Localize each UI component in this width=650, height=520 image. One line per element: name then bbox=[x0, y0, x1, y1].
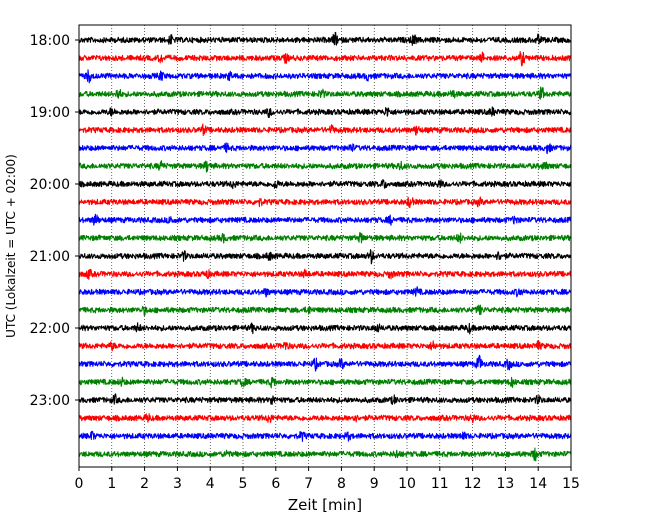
plot-frame bbox=[78, 24, 572, 468]
x-tick-label: 13 bbox=[496, 476, 514, 492]
trace-2130 bbox=[79, 286, 571, 298]
trace-1945 bbox=[79, 160, 571, 173]
x-tick-label: 15 bbox=[562, 476, 580, 492]
x-tick-label: 0 bbox=[75, 476, 84, 492]
trace-2045 bbox=[79, 231, 571, 244]
trace-1800 bbox=[79, 31, 571, 46]
trace-2100 bbox=[79, 249, 571, 265]
x-tick-label: 3 bbox=[173, 476, 182, 492]
x-tick-label: 8 bbox=[337, 476, 346, 492]
trace-2345 bbox=[79, 447, 571, 462]
trace-2015 bbox=[79, 196, 571, 209]
x-tick-label: 10 bbox=[398, 476, 416, 492]
trace-1915 bbox=[79, 123, 571, 136]
trace-2330 bbox=[79, 430, 571, 442]
x-axis-label: Zeit [min] bbox=[288, 496, 362, 514]
trace-2215 bbox=[79, 339, 571, 352]
x-tick-label: 5 bbox=[239, 476, 248, 492]
trace-2245 bbox=[79, 376, 571, 389]
trace-1845 bbox=[79, 86, 571, 100]
trace-1830 bbox=[79, 69, 571, 84]
y-tick-label: 21:00 bbox=[30, 249, 70, 265]
trace-1815 bbox=[79, 50, 571, 67]
y-axis-ticks: 18:00 19:00 20:00 21:00 22:00 23:00 bbox=[30, 33, 79, 409]
x-tick-label: 11 bbox=[431, 476, 449, 492]
trace-2145 bbox=[79, 304, 571, 317]
trace-1900 bbox=[79, 106, 571, 118]
trace-2000 bbox=[79, 179, 571, 190]
trace-2315 bbox=[79, 413, 571, 424]
y-tick-label: 23:00 bbox=[30, 393, 70, 409]
x-tick-label: 9 bbox=[370, 476, 379, 492]
x-tick-label: 14 bbox=[529, 476, 547, 492]
y-axis-label: UTC (Lokalzeit = UTC + 02:00) bbox=[4, 154, 18, 338]
x-tick-label: 7 bbox=[304, 476, 313, 492]
trace-2200 bbox=[79, 322, 571, 335]
y-tick-label: 19:00 bbox=[30, 105, 70, 121]
x-tick-label: 4 bbox=[206, 476, 215, 492]
trace-2115 bbox=[79, 268, 571, 280]
trace-rows bbox=[79, 31, 571, 462]
y-tick-label: 20:00 bbox=[30, 177, 70, 193]
x-tick-label: 2 bbox=[140, 476, 149, 492]
trace-2300 bbox=[79, 393, 571, 406]
trace-1930 bbox=[79, 142, 571, 155]
x-tick-label: 6 bbox=[271, 476, 280, 492]
y-tick-label: 22:00 bbox=[30, 321, 70, 337]
trace-2030 bbox=[79, 213, 571, 226]
y-tick-label: 18:00 bbox=[30, 33, 70, 49]
x-axis-ticks: 0 1 2 3 4 5 6 7 8 9 10 11 12 13 14 15 bbox=[75, 467, 580, 492]
x-tick-label: 1 bbox=[107, 476, 116, 492]
x-tick-label: 12 bbox=[464, 476, 482, 492]
trace-2230 bbox=[79, 354, 571, 372]
